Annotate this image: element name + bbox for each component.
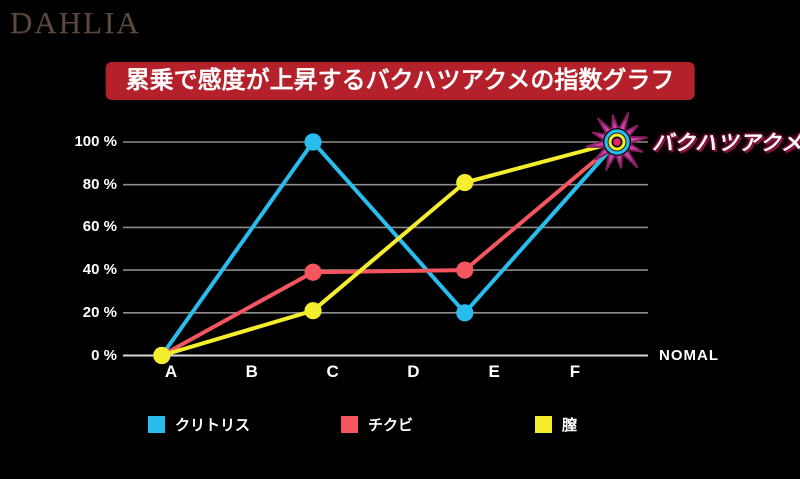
series-line	[159, 140, 619, 358]
y-tick-label: 40 %	[82, 261, 117, 279]
legend-swatch	[341, 416, 358, 433]
y-tick-label: 100 %	[74, 133, 117, 150]
legend-item: 膣	[535, 414, 577, 435]
y-tick-label: 60 %	[82, 218, 117, 236]
y-tick-label: 20 %	[82, 303, 117, 321]
x-tick-label: E	[488, 362, 500, 381]
legend-item: クリトリス	[148, 414, 250, 435]
brand-logo: DAHLIA	[10, 5, 141, 40]
chart-title: 累乗で感度が上昇するバクハツアクメの指数グラフ	[125, 67, 675, 94]
starburst-core	[613, 138, 621, 146]
series-line	[159, 140, 619, 358]
y-tick-label: 0 %	[91, 346, 117, 364]
x-axis-end-label: NOMAL	[659, 347, 719, 364]
series-line	[159, 140, 619, 358]
x-tick-label: F	[569, 362, 581, 381]
x-tick-label: A	[164, 362, 178, 381]
starburst-ring-cyan	[604, 129, 630, 155]
legend-swatch	[148, 416, 165, 433]
data-point	[153, 346, 171, 365]
chart-title-banner: 累乗で感度が上昇するバクハツアクメの指数グラフ	[105, 62, 695, 100]
legend-item: チクビ	[341, 414, 413, 435]
x-tick-label: B	[245, 362, 258, 381]
data-point	[456, 304, 474, 322]
y-tick-label: 80 %	[82, 175, 117, 193]
legend-label: 膣	[562, 417, 578, 434]
data-point	[304, 263, 322, 281]
data-point	[304, 133, 322, 151]
legend-label: チクビ	[368, 417, 414, 434]
legend-label: クリトリス	[175, 417, 251, 434]
annotation-label: バクハツアクメ	[652, 130, 800, 155]
x-tick-label: C	[326, 362, 339, 381]
starburst-ring-yellow	[608, 133, 626, 151]
data-point	[456, 261, 474, 279]
x-tick-label: D	[407, 362, 420, 381]
data-point	[456, 173, 474, 192]
data-point	[304, 302, 322, 320]
legend-swatch	[535, 416, 552, 433]
